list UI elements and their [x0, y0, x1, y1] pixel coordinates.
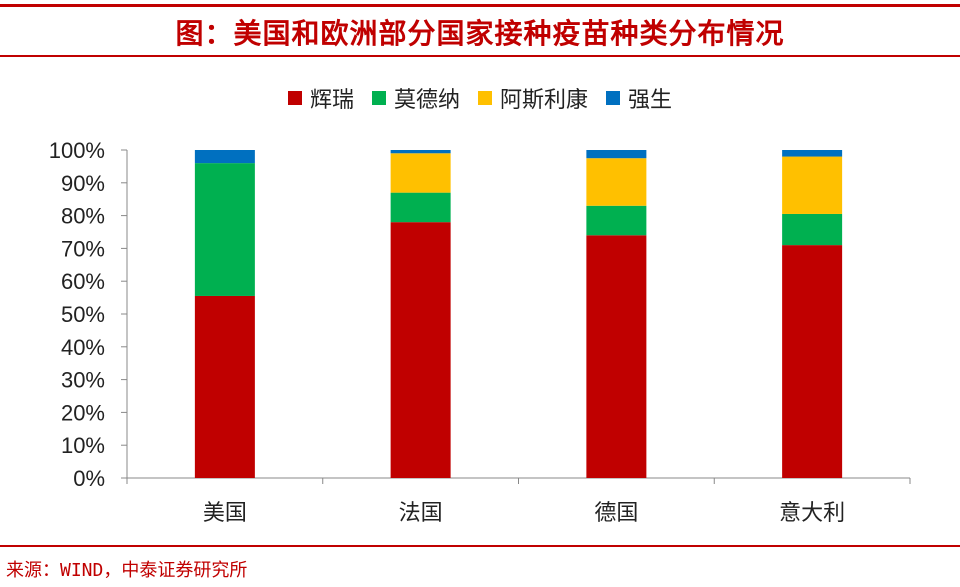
legend-label: 莫德纳	[393, 88, 460, 113]
bar-segment	[390, 192, 451, 223]
source-note: 来源：WIND，中泰证券研究所	[6, 560, 248, 581]
bar-segment	[390, 222, 451, 478]
y-tick-label: 50%	[61, 302, 105, 327]
legend-item: 强生	[606, 82, 672, 114]
bar-segment	[586, 150, 647, 159]
bar-segment	[194, 163, 255, 296]
y-tick-label: 40%	[61, 335, 105, 360]
bar-segment	[390, 153, 451, 193]
legend-item: 辉瑞	[287, 82, 354, 114]
bar-segment	[586, 158, 647, 206]
y-tick-label: 10%	[61, 433, 105, 458]
page-title: 图：美国和欧洲部分国家接种疫苗种类分布情况	[175, 17, 785, 50]
top-rule	[0, 4, 960, 7]
x-tick-label: 美国	[203, 501, 247, 526]
bottom-rule	[0, 545, 960, 547]
bar-segment	[194, 295, 255, 478]
legend-item: 莫德纳	[371, 82, 460, 114]
bar-segment	[586, 235, 647, 478]
y-tick-label: 60%	[61, 269, 105, 294]
chart-legend: 辉瑞 莫德纳 阿斯利康 强生	[0, 82, 960, 114]
bar-segment	[586, 205, 647, 236]
legend-swatch	[606, 91, 621, 105]
legend-swatch	[478, 91, 492, 105]
y-tick-label: 20%	[61, 400, 105, 425]
bar-segment	[782, 245, 843, 478]
y-tick-label: 30%	[61, 368, 105, 393]
y-tick-label: 70%	[61, 236, 105, 261]
bar-segment	[782, 156, 843, 214]
legend-label: 阿斯利康	[500, 88, 589, 113]
title-rule	[0, 55, 960, 57]
y-tick-label: 80%	[61, 204, 105, 229]
legend-swatch	[287, 91, 302, 105]
legend-swatch	[371, 91, 386, 105]
y-tick-label: 100%	[49, 138, 105, 163]
x-tick-label: 法国	[399, 501, 443, 526]
y-tick-label: 0%	[73, 466, 105, 491]
legend-label: 辉瑞	[309, 88, 354, 113]
bar-segment	[390, 150, 451, 154]
legend-item: 阿斯利康	[478, 82, 588, 114]
bar-segment	[782, 213, 843, 246]
y-tick-label: 90%	[61, 171, 105, 196]
bar-segment	[194, 150, 255, 164]
bar-segment	[782, 150, 843, 157]
x-tick-label: 意大利	[779, 501, 845, 526]
x-tick-label: 德国	[594, 501, 638, 526]
legend-label: 强生	[628, 88, 673, 113]
stacked-bar-chart: 0% 10% 20% 30% 40% 50% 60% 70% 80% 90% 100% 美国 法国 德国 意…	[49, 138, 911, 526]
